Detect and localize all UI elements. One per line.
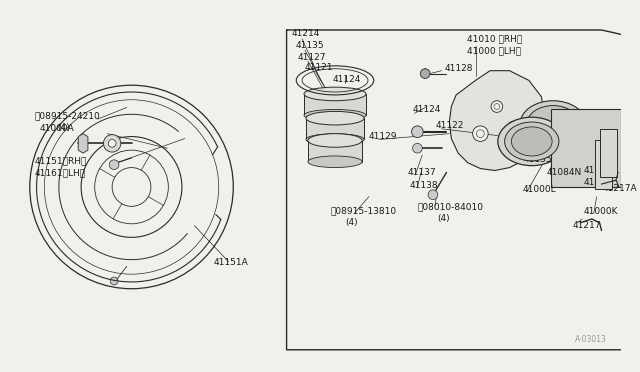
Text: 41127: 41127 [511,143,540,152]
Text: 41000A: 41000A [40,124,74,133]
Text: 41000K: 41000K [583,207,618,216]
Circle shape [506,121,522,137]
Text: 41135: 41135 [524,155,552,164]
Text: 41151A: 41151A [214,258,249,267]
Text: 41214: 41214 [291,29,320,38]
Ellipse shape [306,111,364,125]
Text: 41080: 41080 [583,177,612,187]
Text: 41124: 41124 [413,105,441,114]
Text: 41122: 41122 [436,121,464,131]
Ellipse shape [511,127,552,156]
Text: 41137: 41137 [408,168,436,177]
Circle shape [412,126,423,138]
Text: 41121: 41121 [305,63,333,72]
Ellipse shape [504,122,559,161]
Text: 41161〈LH〉: 41161〈LH〉 [35,168,86,177]
FancyBboxPatch shape [600,129,617,177]
Text: 41010 〈RH〉: 41010 〈RH〉 [467,34,522,43]
FancyBboxPatch shape [595,141,612,189]
Text: 41080: 41080 [583,166,612,175]
Polygon shape [78,134,88,153]
FancyBboxPatch shape [308,141,362,162]
Text: 41217: 41217 [572,221,601,230]
Circle shape [420,69,430,78]
Ellipse shape [498,117,566,166]
Text: ⓜ08915-24210: ⓜ08915-24210 [35,112,100,121]
Text: 41124: 41124 [332,75,360,84]
Ellipse shape [527,106,579,142]
Text: ⓜ08915-13810: ⓜ08915-13810 [330,207,396,216]
Text: 41217A: 41217A [602,185,637,193]
Text: 41000L: 41000L [522,185,556,195]
Text: 41129: 41129 [369,132,397,141]
Text: (4): (4) [57,124,70,132]
Ellipse shape [308,156,362,168]
Text: 41135: 41135 [295,41,324,50]
Circle shape [473,126,488,141]
Circle shape [413,143,422,153]
Text: 41128: 41128 [445,64,473,73]
Circle shape [109,160,119,170]
Text: (4): (4) [346,218,358,227]
Ellipse shape [304,87,366,101]
Text: 41084N: 41084N [547,168,582,177]
Circle shape [110,277,118,285]
FancyBboxPatch shape [304,94,366,115]
Bar [551,109,621,187]
Text: (4): (4) [436,214,449,224]
Text: 41000 〈LH〉: 41000 〈LH〉 [467,47,521,56]
Polygon shape [449,71,545,170]
Circle shape [104,135,121,152]
Text: Ⓑ08010-84010: Ⓑ08010-84010 [417,202,483,211]
Ellipse shape [308,134,362,147]
Circle shape [491,101,502,112]
Text: 41138: 41138 [410,180,438,189]
Text: A·03013: A·03013 [575,335,606,344]
FancyBboxPatch shape [306,118,364,140]
Circle shape [428,190,438,199]
Ellipse shape [306,134,364,145]
Circle shape [108,140,116,147]
Ellipse shape [520,101,586,147]
Ellipse shape [304,109,366,121]
Text: 41151〈RH〉: 41151〈RH〉 [35,156,87,165]
Text: 41127: 41127 [297,52,326,62]
